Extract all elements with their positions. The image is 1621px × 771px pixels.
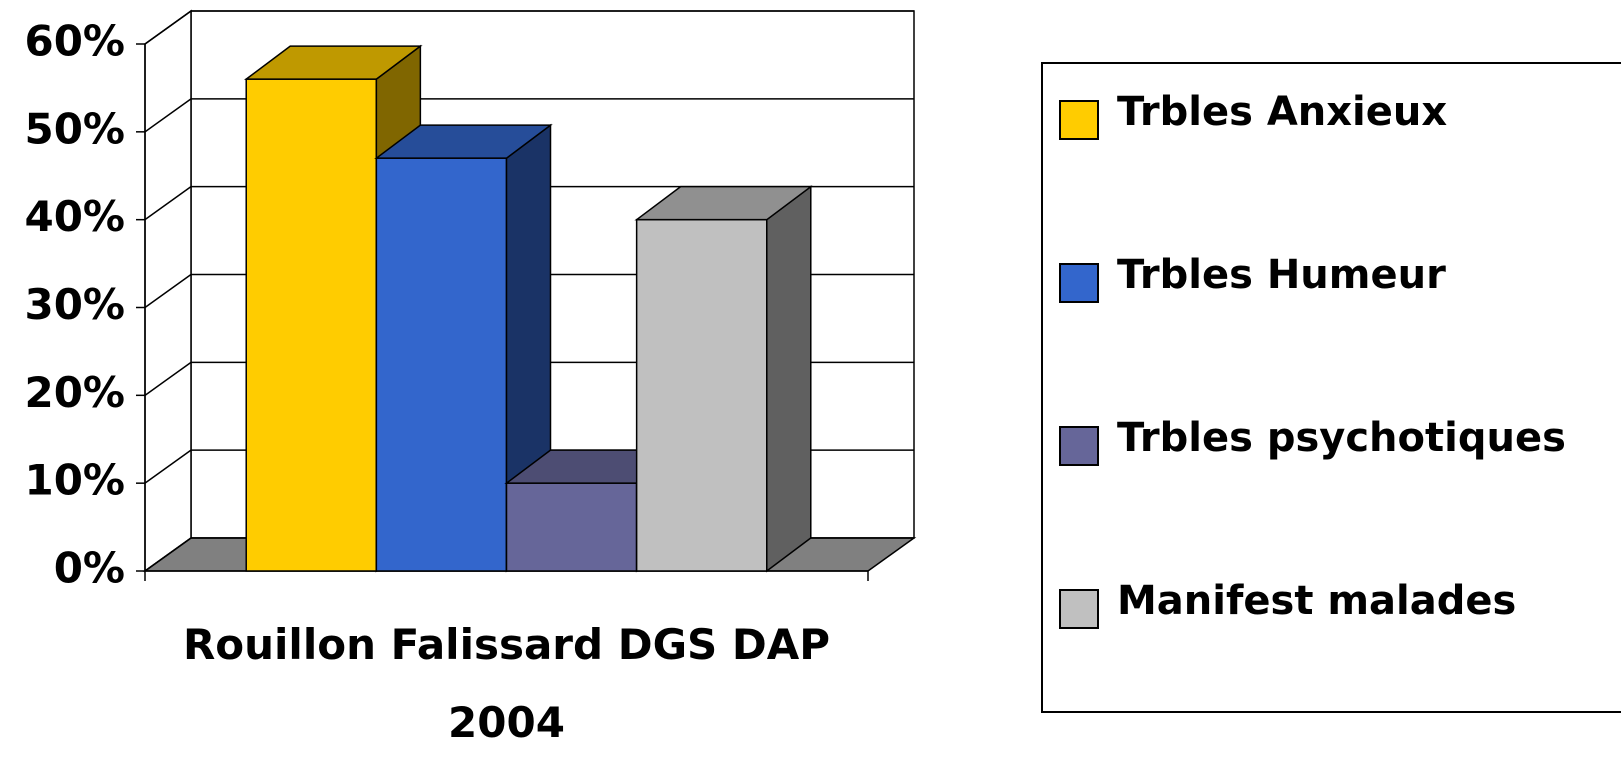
grid-line [144,537,192,572]
legend-label: Trbles Anxieux [1117,89,1448,135]
x-category-label: Rouillon Falissard DGS DAP 2004 [182,620,831,747]
y-tick-label: 60% [24,17,125,66]
bar-front [505,482,638,572]
grid-line [144,186,192,221]
bar-front [635,218,768,572]
bar-side [766,185,812,573]
bar-top [374,124,553,159]
bar-front [245,78,378,572]
bar-top [634,185,814,221]
y-tick-label: 40% [24,192,125,241]
grid-line [144,98,192,133]
grid-line [144,361,192,396]
legend-item: Trbles psychotiques [1059,415,1607,470]
legend-swatch [1059,263,1099,303]
grid-line [144,10,192,45]
bar [634,185,814,573]
y-tick-label: 10% [24,456,125,505]
legend-swatch [1059,100,1099,140]
legend-item: Trbles Anxieux [1059,89,1607,144]
y-tick-label: 50% [24,104,125,153]
legend-label: Trbles psychotiques [1117,415,1566,461]
y-tick-label: 0% [54,544,125,593]
bar-top [243,45,423,80]
legend-item: Trbles Humeur [1059,252,1607,307]
y-tick-label: 30% [24,280,125,329]
legend-swatch [1059,426,1099,466]
legend-label: Manifest malades [1117,578,1517,624]
y-tick-label: 20% [24,368,125,417]
grid-line [144,449,192,484]
legend-swatch [1059,589,1099,629]
legend-item: Manifest malades [1059,578,1607,633]
bar-front [375,157,508,572]
grid-line [144,273,192,309]
legend: Trbles Anxieux Trbles Humeur Trbles psycho… [1041,62,1621,713]
legend-label: Trbles Humeur [1117,252,1446,298]
